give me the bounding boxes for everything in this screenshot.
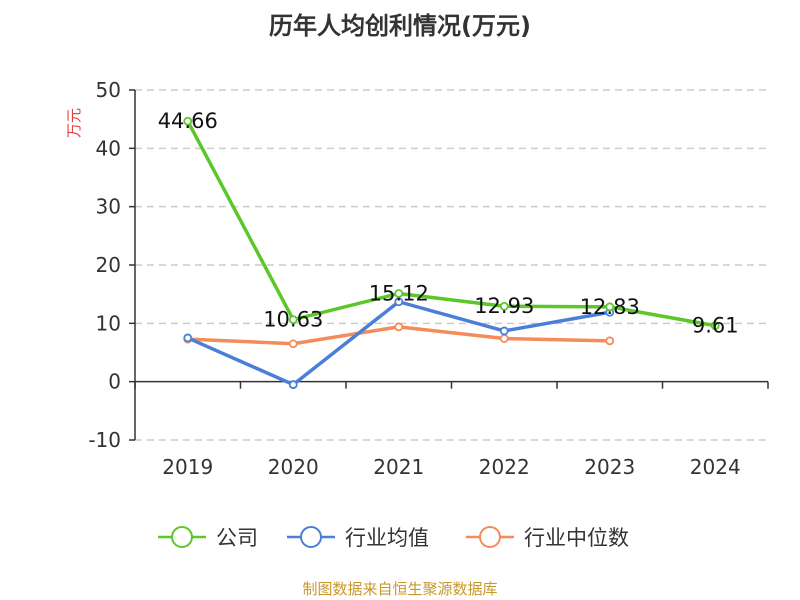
y-tick-label: 0 bbox=[108, 370, 121, 394]
data-label: 15.12 bbox=[369, 281, 429, 305]
legend-item-0[interactable]: 公司 bbox=[158, 526, 258, 550]
x-tick-label: 2024 bbox=[690, 455, 741, 479]
data-label: 12.83 bbox=[580, 295, 640, 319]
data-point bbox=[499, 301, 509, 311]
data-point bbox=[288, 339, 298, 349]
y-tick-label: 50 bbox=[96, 78, 121, 102]
data-point bbox=[183, 333, 193, 343]
data-point bbox=[499, 326, 509, 336]
data-point bbox=[288, 315, 298, 325]
legend-marker bbox=[479, 526, 501, 548]
data-labels: 44.66 10.63 15.12 12.93 12.83 9.61 bbox=[158, 109, 739, 337]
legend-label: 行业均值 bbox=[345, 526, 429, 550]
axes: -10 0 10 20 30 40 50 2019 2020 2021 2022 2023 2024 bbox=[88, 78, 769, 479]
data-point bbox=[499, 334, 509, 343]
series-lines bbox=[183, 116, 720, 389]
data-label: 9.61 bbox=[692, 314, 739, 338]
data-point bbox=[183, 116, 193, 126]
source-note: 制图数据来自恒生聚源数据库 bbox=[302, 580, 497, 598]
series-1 bbox=[183, 297, 615, 389]
data-point bbox=[394, 322, 404, 332]
y-tick-label: 40 bbox=[96, 136, 121, 160]
legend-label: 行业中位数 bbox=[524, 526, 629, 550]
data-point bbox=[394, 289, 404, 298]
chart-title: 历年人均创利情况(万元) bbox=[269, 12, 531, 40]
legend-marker bbox=[300, 526, 322, 548]
y-tick-label: 20 bbox=[96, 253, 121, 277]
x-tick-label: 2022 bbox=[479, 455, 530, 479]
legend-item-2[interactable]: 行业中位数 bbox=[466, 526, 629, 550]
legend-marker bbox=[171, 526, 193, 548]
legend-label: 公司 bbox=[216, 526, 258, 550]
data-label: 44.66 bbox=[158, 109, 218, 133]
y-tick-label: -10 bbox=[88, 428, 121, 452]
y-tick-label: 10 bbox=[96, 311, 121, 335]
x-tick-label: 2021 bbox=[373, 455, 424, 479]
x-tick-label: 2023 bbox=[584, 455, 635, 479]
legend[interactable]: 公司 行业均值 行业中位数 bbox=[158, 526, 629, 550]
data-label: 10.63 bbox=[263, 308, 323, 332]
data-label: 12.93 bbox=[474, 294, 534, 318]
data-point bbox=[288, 380, 298, 389]
series-line bbox=[186, 119, 717, 328]
data-point bbox=[710, 321, 720, 331]
y-axis-unit-label: 万元 bbox=[65, 108, 83, 138]
series-2 bbox=[183, 322, 615, 349]
data-point bbox=[394, 297, 404, 307]
gridlines bbox=[135, 89, 768, 441]
y-tick-label: 30 bbox=[96, 195, 121, 219]
x-tick-label: 2020 bbox=[268, 455, 319, 479]
series-0 bbox=[183, 116, 720, 331]
data-point bbox=[605, 336, 615, 346]
legend-item-1[interactable]: 行业均值 bbox=[287, 526, 429, 550]
x-tick-label: 2019 bbox=[162, 455, 213, 479]
data-point bbox=[605, 302, 615, 312]
